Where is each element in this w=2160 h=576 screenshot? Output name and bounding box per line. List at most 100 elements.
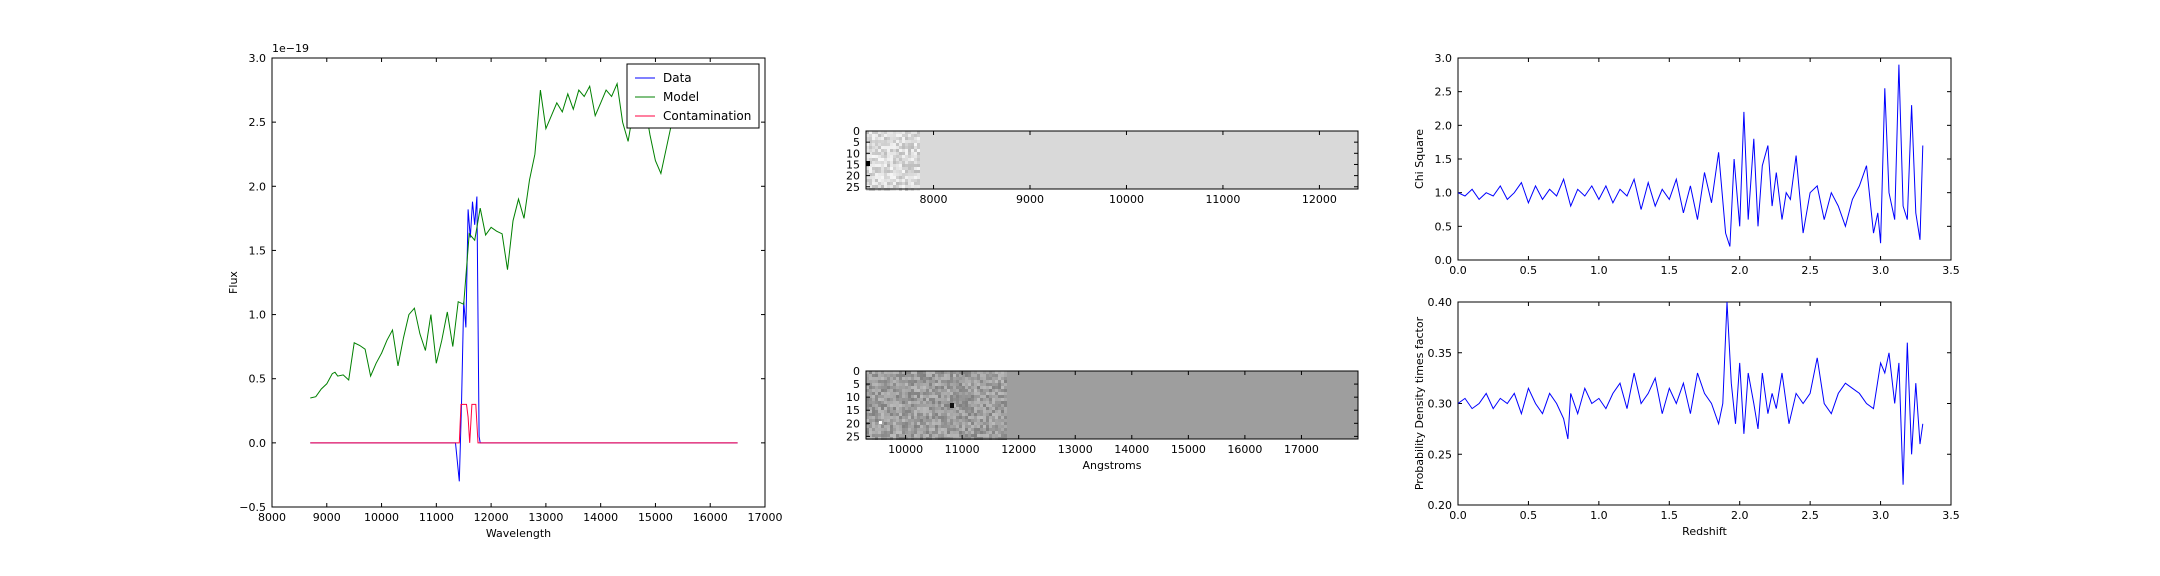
y-tick-label: 3.0 bbox=[249, 52, 267, 65]
image-pixel bbox=[1004, 410, 1007, 413]
image-pixel bbox=[905, 380, 908, 383]
image-pixel bbox=[977, 410, 980, 413]
image-pixel bbox=[950, 371, 953, 374]
image-pixel bbox=[884, 410, 887, 413]
image-pixel bbox=[968, 374, 971, 377]
image-pixel bbox=[866, 395, 869, 398]
image-pixel bbox=[938, 392, 941, 395]
image-pixel bbox=[890, 149, 893, 152]
image-pixel bbox=[929, 428, 932, 431]
image-pixel bbox=[911, 170, 914, 173]
image-pixel bbox=[1001, 416, 1004, 419]
image-pixel bbox=[986, 428, 989, 431]
image-pixel bbox=[896, 173, 899, 176]
image-pixel bbox=[992, 374, 995, 377]
image-pixel bbox=[950, 374, 953, 377]
image-pixel bbox=[890, 182, 893, 185]
image-pixel bbox=[908, 155, 911, 158]
legend-label: Model bbox=[663, 90, 699, 104]
image-pixel bbox=[998, 410, 1001, 413]
image-pixel bbox=[878, 185, 881, 188]
image-pixel bbox=[983, 380, 986, 383]
image-pixel bbox=[875, 146, 878, 149]
image-pixel bbox=[917, 167, 920, 170]
image-pixel bbox=[869, 137, 872, 140]
image-pixel bbox=[866, 143, 869, 146]
image-pixel bbox=[914, 158, 917, 161]
image-pixel bbox=[992, 422, 995, 425]
image-pixel bbox=[995, 431, 998, 434]
image-pixel bbox=[1004, 374, 1007, 377]
image-pixel bbox=[908, 377, 911, 380]
image-pixel bbox=[878, 371, 881, 374]
image-pixel bbox=[884, 374, 887, 377]
image-pixel bbox=[911, 398, 914, 401]
image-pixel bbox=[911, 182, 914, 185]
image-pixel bbox=[917, 413, 920, 416]
image-pixel bbox=[950, 431, 953, 434]
image-pixel bbox=[881, 137, 884, 140]
image-pixel bbox=[947, 380, 950, 383]
image-pixel bbox=[914, 173, 917, 176]
image-pixel bbox=[884, 428, 887, 431]
image-pixel bbox=[887, 170, 890, 173]
image-pixel bbox=[881, 395, 884, 398]
image-pixel bbox=[914, 404, 917, 407]
image-pixel bbox=[872, 419, 875, 422]
image-pixel bbox=[884, 401, 887, 404]
image-pixel bbox=[1001, 404, 1004, 407]
image-pixel bbox=[971, 416, 974, 419]
image-pixel bbox=[968, 398, 971, 401]
image-pixel bbox=[908, 413, 911, 416]
image-pixel bbox=[881, 155, 884, 158]
image-pixel bbox=[878, 164, 881, 167]
image-pixel bbox=[875, 371, 878, 374]
image-pixel bbox=[950, 416, 953, 419]
image-pixel bbox=[866, 377, 869, 380]
image-pixel bbox=[896, 164, 899, 167]
image-pixel bbox=[983, 389, 986, 392]
image-pixel bbox=[947, 410, 950, 413]
image-pixel bbox=[977, 371, 980, 374]
image-pixel bbox=[995, 371, 998, 374]
image-pixel bbox=[923, 395, 926, 398]
image-pixel bbox=[923, 434, 926, 437]
image-pixel bbox=[956, 425, 959, 428]
image-pixel bbox=[911, 161, 914, 164]
image-pixel bbox=[911, 158, 914, 161]
image-pixel bbox=[977, 413, 980, 416]
image-pixel bbox=[887, 389, 890, 392]
image-pixel bbox=[899, 155, 902, 158]
image-pixel bbox=[929, 395, 932, 398]
image-pixel bbox=[875, 176, 878, 179]
image-pixel bbox=[947, 395, 950, 398]
image-pixel bbox=[995, 395, 998, 398]
image-pixel bbox=[905, 134, 908, 137]
image-pixel bbox=[965, 383, 968, 386]
image-pixel bbox=[950, 392, 953, 395]
x-tick-label: 3.5 bbox=[1942, 509, 1960, 522]
image-pixel bbox=[917, 143, 920, 146]
image-pixel bbox=[869, 404, 872, 407]
image-pixel bbox=[926, 431, 929, 434]
y-tick-label: 0.5 bbox=[1435, 220, 1453, 233]
image-pixel bbox=[890, 167, 893, 170]
image-pixel bbox=[881, 410, 884, 413]
image-pixel bbox=[959, 431, 962, 434]
image-pixel bbox=[878, 146, 881, 149]
image-pixel bbox=[944, 434, 947, 437]
image-pixel bbox=[998, 431, 1001, 434]
image-pixel bbox=[926, 386, 929, 389]
image-pixel bbox=[887, 185, 890, 188]
image-pixel bbox=[896, 410, 899, 413]
image-pixel bbox=[866, 173, 869, 176]
image-pixel bbox=[980, 374, 983, 377]
image-pixel bbox=[893, 401, 896, 404]
image-pixel bbox=[932, 389, 935, 392]
image-pixel bbox=[986, 395, 989, 398]
image-pixel bbox=[899, 152, 902, 155]
image-pixel bbox=[968, 392, 971, 395]
image-pixel bbox=[965, 431, 968, 434]
image-pixel bbox=[983, 386, 986, 389]
image-pixel bbox=[905, 143, 908, 146]
